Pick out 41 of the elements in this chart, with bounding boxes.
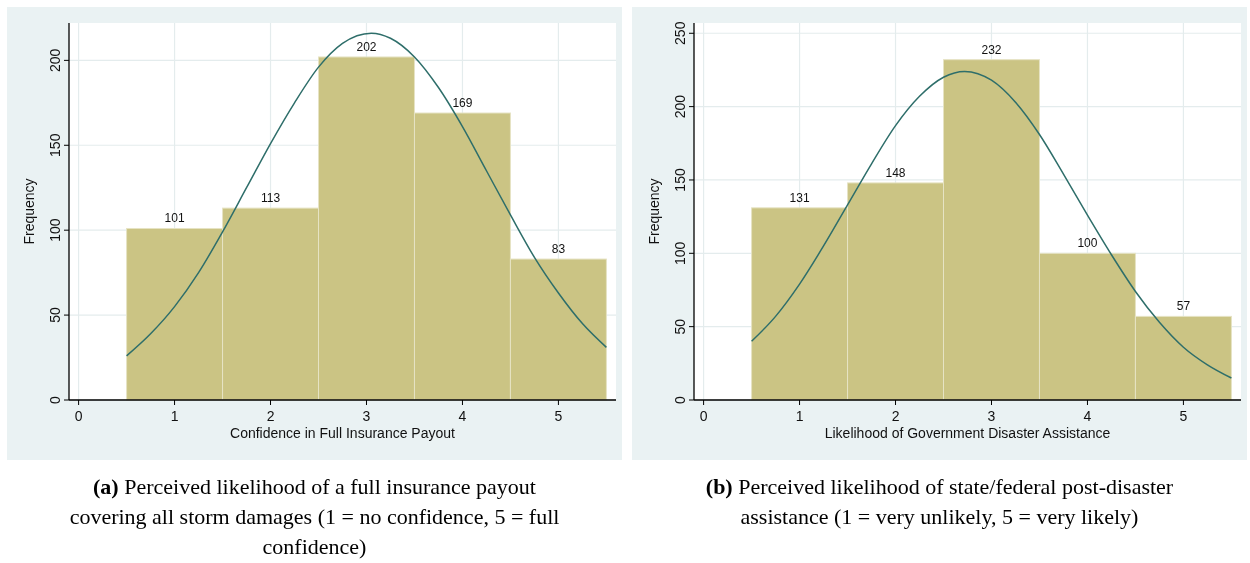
x-axis-title: Likelihood of Government Disaster Assistance bbox=[824, 425, 1111, 441]
y-tick-label: 200 bbox=[47, 48, 63, 73]
text: (a) Perceived likelihood of a full insurance payout covering all storm damages (1 = no confidence, 5 = full confidence) bbox=[69, 474, 560, 559]
x-tick-label: 5 bbox=[554, 408, 563, 424]
data-label: 57 bbox=[1176, 299, 1191, 314]
x-tick-label: 1 bbox=[795, 408, 804, 424]
text: (b) Perceived likelihood of state/federal post-disaster assistance (1 = very unlikely, 5 = very likely) bbox=[705, 474, 1174, 529]
y-tick-label: 150 bbox=[672, 168, 688, 192]
y-tick-label: 50 bbox=[47, 307, 63, 323]
x-tick-label: 5 bbox=[1179, 408, 1188, 424]
y-tick-label: 50 bbox=[672, 318, 688, 335]
y-tick-label: 100 bbox=[47, 218, 63, 242]
y-tick-label: 150 bbox=[47, 133, 63, 157]
x-tick-label: 2 bbox=[266, 408, 275, 424]
data-label: 232 bbox=[981, 42, 1002, 57]
data-label: 101 bbox=[164, 211, 185, 226]
line-series bbox=[750, 70, 1233, 379]
y-tick-label: 100 bbox=[672, 241, 688, 265]
data-label: 100 bbox=[1077, 236, 1098, 251]
y-axis-title: Frequency bbox=[21, 178, 37, 245]
y-tick-label: 250 bbox=[672, 21, 688, 45]
data-label: 83 bbox=[551, 242, 566, 257]
y-axis-title: Frequency bbox=[646, 178, 662, 245]
x-tick-label: 4 bbox=[1083, 408, 1092, 424]
x-tick-label: 1 bbox=[170, 408, 179, 424]
x-tick-label: 0 bbox=[699, 408, 708, 424]
data-label: 148 bbox=[885, 165, 906, 180]
x-tick-label: 2 bbox=[891, 408, 900, 424]
data-label: 113 bbox=[260, 191, 281, 206]
data-label: 202 bbox=[356, 39, 377, 54]
data-label: 131 bbox=[789, 190, 810, 205]
x-tick-label: 3 bbox=[987, 408, 996, 424]
y-tick-label: 0 bbox=[47, 395, 63, 404]
data-label: 169 bbox=[452, 96, 473, 110]
x-tick-label: 4 bbox=[458, 408, 467, 424]
y-tick-label: 200 bbox=[672, 94, 688, 119]
x-axis-title: Confidence in Full Insurance Payout bbox=[230, 425, 456, 441]
x-tick-label: 0 bbox=[74, 408, 83, 424]
y-tick-label: 0 bbox=[672, 395, 688, 404]
x-tick-label: 3 bbox=[362, 408, 371, 424]
line-series bbox=[125, 32, 608, 357]
